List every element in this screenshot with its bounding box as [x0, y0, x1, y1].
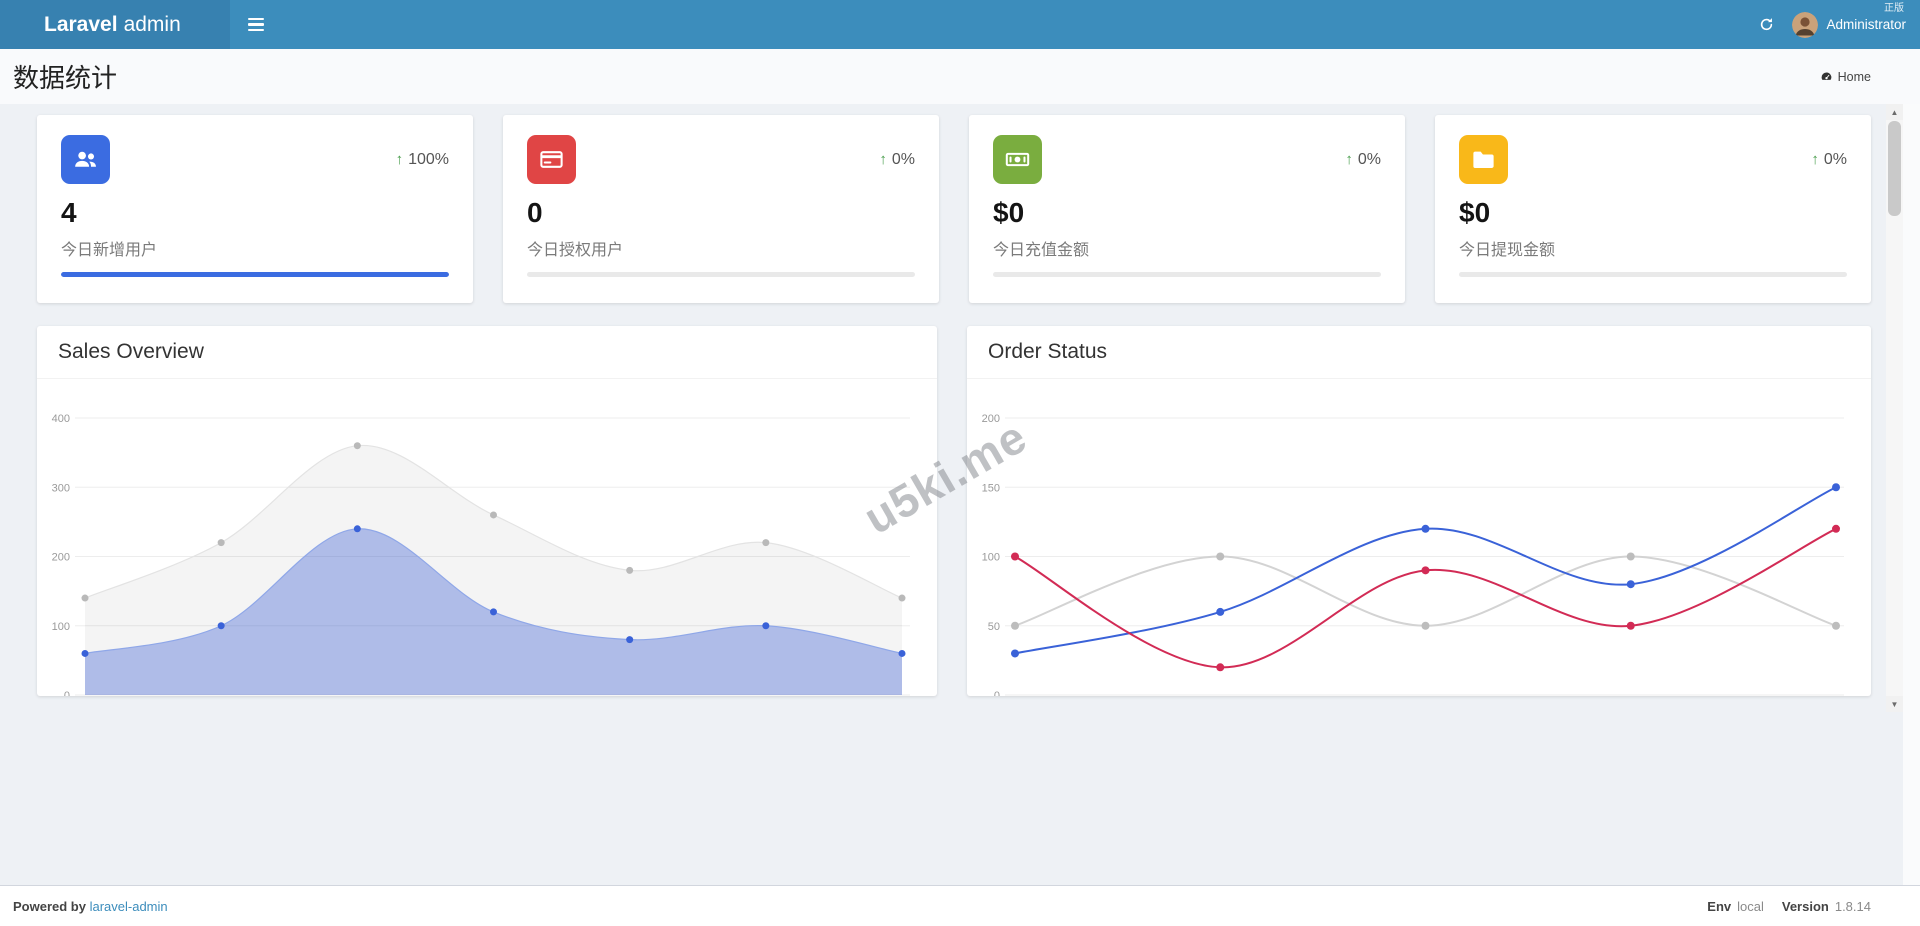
charts-row: Sales Overview 0 100 200 300 400 Order Statu…	[37, 326, 1871, 696]
trend-badge: ↑ 100%	[396, 151, 449, 169]
progress-bar	[993, 272, 1381, 277]
svg-text:150: 150	[982, 482, 1000, 494]
order-status-title: Order Status	[988, 340, 1108, 363]
navbar-right: Administrator	[1759, 0, 1920, 49]
content-area: ↑ 100% 4 今日新增用户	[0, 104, 1920, 885]
version-value: 1.8.14	[1834, 898, 1871, 914]
stat-card-withdraw-amount: ↑ 0% $0 今日提现金额	[1435, 115, 1871, 303]
scrollbar-track[interactable]	[1886, 120, 1903, 696]
money-icon	[993, 135, 1042, 184]
progress-fill	[61, 272, 449, 277]
right-edge-strip	[1903, 49, 1920, 885]
version-label: Version	[1781, 898, 1829, 914]
brand-regular: admin	[123, 12, 181, 36]
trend-badge: ↑ 0%	[1345, 151, 1381, 169]
trend-percent: 100%	[408, 150, 449, 168]
svg-text:100: 100	[982, 552, 1000, 564]
sidebar-toggle-button[interactable]	[230, 0, 282, 49]
svg-text:100: 100	[52, 621, 70, 633]
sales-overview-header: Sales Overview	[37, 326, 937, 379]
brand-bold: Laravel	[44, 12, 118, 36]
laravel-admin-link[interactable]: laravel-admin	[89, 898, 168, 914]
trend-percent: 0%	[1823, 150, 1847, 168]
progress-bar	[1459, 272, 1847, 277]
username-label: Administrator	[1826, 17, 1906, 32]
top-navbar: Laravel admin Admin	[0, 0, 1920, 49]
progress-bar	[61, 272, 449, 277]
corner-watermark: 正版	[1884, 3, 1904, 14]
vertical-scrollbar[interactable]: ▲ ▼	[1886, 104, 1903, 712]
page-footer: Powered by laravel-admin Env local Versi…	[0, 885, 1920, 926]
stat-card-authorized-users: ↑ 0% 0 今日授权用户	[503, 115, 939, 303]
trend-up-icon: ↑	[1345, 151, 1353, 168]
page-title: 数据统计	[13, 63, 118, 93]
powered-by-label: Powered by	[13, 898, 86, 914]
stat-card-new-users: ↑ 100% 4 今日新增用户	[37, 115, 473, 303]
trend-percent: 0%	[891, 150, 915, 168]
dashboard-icon	[1821, 72, 1831, 80]
footer-version-info: Env local Version 1.8.14	[1707, 899, 1871, 914]
footer-powered-by: Powered by laravel-admin	[13, 899, 168, 914]
credit-card-icon	[527, 135, 576, 184]
stat-label: 今日新增用户	[61, 242, 158, 259]
stat-label: 今日提现金额	[1459, 242, 1556, 259]
avatar	[1792, 11, 1819, 38]
stat-value: $0	[993, 197, 1025, 228]
env-value: local	[1737, 898, 1764, 914]
stat-cards-row: ↑ 100% 4 今日新增用户	[37, 115, 1871, 303]
stat-label: 今日授权用户	[527, 242, 624, 259]
svg-text:300: 300	[52, 482, 70, 494]
stat-value: 0	[527, 197, 543, 228]
svg-text:0: 0	[64, 690, 70, 696]
env-label: Env	[1707, 898, 1732, 914]
order-status-chart: 0 50 100 150 200	[982, 413, 1844, 696]
trend-up-icon: ↑	[879, 151, 887, 168]
users-icon	[61, 135, 110, 184]
stat-value: 4	[61, 197, 77, 228]
refresh-icon	[1761, 18, 1773, 31]
scrollbar-thumb[interactable]	[1888, 121, 1901, 216]
order-status-card: Order Status 0 50 100 150 200	[967, 326, 1871, 696]
svg-text:200: 200	[982, 413, 1000, 425]
breadcrumb-home[interactable]: Home	[1820, 70, 1871, 84]
sales-overview-card: Sales Overview 0 100 200 300 400	[37, 326, 937, 696]
hamburger-icon	[248, 17, 264, 32]
svg-text:200: 200	[52, 552, 70, 564]
trend-up-icon: ↑	[1811, 151, 1819, 168]
brand-logo[interactable]: Laravel admin	[0, 0, 230, 49]
breadcrumb-home-label: Home	[1837, 69, 1871, 84]
trend-badge: ↑ 0%	[879, 151, 915, 169]
refresh-button[interactable]	[1759, 17, 1774, 32]
order-status-header: Order Status	[967, 326, 1871, 379]
trend-up-icon: ↑	[395, 151, 404, 168]
sales-overview-title: Sales Overview	[58, 340, 204, 363]
svg-text:400: 400	[52, 413, 70, 425]
trend-badge: ↑ 0%	[1811, 151, 1847, 169]
stat-label: 今日充值金额	[993, 242, 1090, 259]
content-header: 数据统计 Home	[0, 49, 1920, 104]
svg-text:50: 50	[988, 621, 1000, 633]
scroll-down-button[interactable]: ▼	[1886, 696, 1903, 712]
progress-bar	[527, 272, 915, 277]
sales-overview-chart: 0 100 200 300 400	[52, 413, 910, 696]
user-menu[interactable]: Administrator	[1792, 11, 1906, 38]
scroll-up-button[interactable]: ▲	[1886, 104, 1903, 120]
folder-icon	[1459, 135, 1508, 184]
svg-text:0: 0	[994, 690, 1000, 696]
trend-percent: 0%	[1357, 150, 1381, 168]
stat-card-recharge-amount: ↑ 0% $0 今日充值金额	[969, 115, 1405, 303]
stat-value: $0	[1459, 197, 1491, 228]
